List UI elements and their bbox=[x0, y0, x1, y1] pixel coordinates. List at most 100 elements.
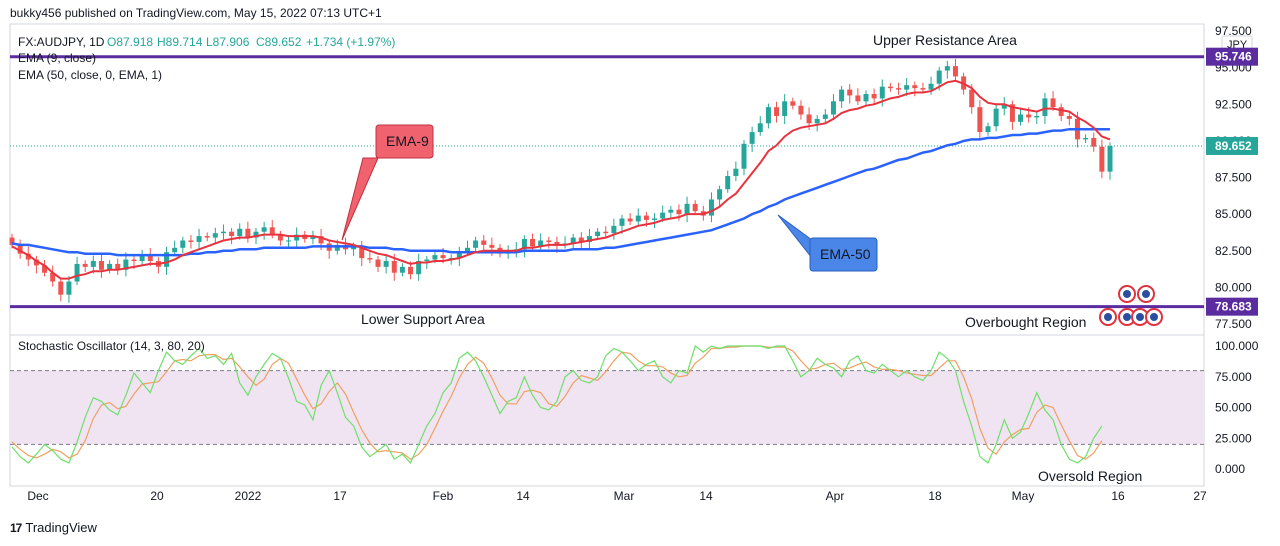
candle-body bbox=[847, 89, 853, 96]
candle-body bbox=[17, 244, 23, 254]
candle-body bbox=[993, 108, 999, 127]
oscillator-tick-label: 25.000 bbox=[1215, 431, 1252, 445]
price-tick-label: 82.500 bbox=[1215, 244, 1252, 258]
oscillator-tick-label: 0.000 bbox=[1215, 462, 1245, 476]
candle-body bbox=[115, 263, 121, 270]
candle-body bbox=[952, 66, 958, 77]
candle-body bbox=[912, 85, 918, 89]
candle-body bbox=[334, 244, 340, 251]
candle-body bbox=[879, 86, 885, 99]
candle-body bbox=[676, 209, 682, 215]
oscillator-tick-label: 75.000 bbox=[1215, 370, 1252, 384]
time-tick-label: Feb bbox=[433, 489, 454, 503]
candle-body bbox=[74, 263, 80, 282]
candle-body bbox=[253, 231, 259, 238]
time-tick-label: 14 bbox=[699, 489, 713, 503]
time-tick-label: Dec bbox=[27, 489, 48, 503]
time-tick-label: Apr bbox=[826, 489, 845, 503]
candle-body bbox=[123, 259, 129, 270]
candle-body bbox=[286, 240, 292, 242]
candle-body bbox=[456, 252, 462, 259]
candle-body bbox=[985, 126, 991, 133]
publisher-line: bukky456 published on TradingView.com, M… bbox=[10, 6, 382, 20]
event-marker-flag bbox=[1136, 313, 1144, 321]
candle-body bbox=[920, 88, 926, 90]
candle-body bbox=[1058, 107, 1064, 116]
time-tick-label: 14 bbox=[516, 489, 530, 503]
support-price-tag-bg bbox=[1206, 297, 1258, 316]
candle-body bbox=[717, 189, 723, 200]
candle-body bbox=[318, 236, 324, 244]
time-tick-label: 16 bbox=[1111, 489, 1125, 503]
candle-body bbox=[58, 281, 64, 295]
candle-body bbox=[660, 212, 666, 219]
candle-body bbox=[375, 259, 381, 267]
candle-body bbox=[530, 239, 536, 247]
stochastic-band bbox=[10, 370, 1204, 445]
candle-body bbox=[432, 255, 438, 260]
candle-body bbox=[684, 203, 690, 215]
candle-body bbox=[554, 241, 560, 245]
candle-body bbox=[521, 239, 527, 250]
tradingview-brand-label: TradingView bbox=[25, 520, 97, 535]
candle-body bbox=[896, 88, 902, 90]
tradingview-brand[interactable]: 17 TradingView bbox=[10, 520, 97, 535]
candle-body bbox=[367, 258, 373, 260]
time-tick-label: 27 bbox=[1193, 489, 1207, 503]
candle-body bbox=[790, 101, 796, 106]
candle-body bbox=[668, 209, 674, 213]
candle-body bbox=[578, 237, 584, 242]
candle-body bbox=[546, 240, 552, 242]
candle-body bbox=[351, 246, 357, 250]
candle-body bbox=[839, 89, 845, 102]
candle-body bbox=[603, 231, 609, 234]
candle-body bbox=[969, 89, 975, 108]
candle-body bbox=[774, 107, 780, 116]
candle-body bbox=[635, 215, 641, 222]
resistance-price-tag-bg bbox=[1206, 47, 1258, 66]
candle-body bbox=[90, 261, 96, 267]
candle-body bbox=[977, 107, 983, 133]
candle-body bbox=[871, 93, 877, 99]
candle-body bbox=[1034, 115, 1040, 118]
candle-body bbox=[139, 255, 145, 262]
candle-body bbox=[814, 118, 820, 124]
time-tick-label: 18 bbox=[928, 489, 942, 503]
candle-body bbox=[652, 218, 658, 220]
candle-body bbox=[1026, 114, 1032, 118]
ema50-callout-label: EMA-50 bbox=[820, 246, 871, 262]
ema50-callout-pointer bbox=[777, 214, 813, 260]
candle-body bbox=[733, 168, 739, 177]
candle-body bbox=[220, 231, 226, 234]
candle-body bbox=[944, 66, 950, 71]
candle-body bbox=[98, 261, 104, 270]
candle-body bbox=[464, 247, 470, 253]
price-tick-label: 92.500 bbox=[1215, 97, 1252, 111]
candle-body bbox=[245, 228, 251, 238]
ema50-line bbox=[11, 127, 1110, 257]
price-tick-label: 97.500 bbox=[1215, 24, 1252, 38]
stochastic-d-line bbox=[11, 345, 1103, 460]
candle-body bbox=[107, 263, 113, 270]
candle-body bbox=[570, 237, 576, 244]
ema9-callout-box bbox=[375, 124, 434, 159]
candle-body bbox=[1009, 104, 1015, 122]
candle-body bbox=[481, 240, 487, 245]
candle-body bbox=[595, 231, 601, 237]
candle-body bbox=[1050, 98, 1056, 108]
candle-body bbox=[440, 255, 446, 259]
candle-body bbox=[25, 253, 31, 260]
candle-body bbox=[204, 236, 210, 238]
candle-body bbox=[1066, 115, 1072, 119]
candle-body bbox=[1083, 137, 1089, 140]
resistance-price-tag: 95.746 bbox=[1215, 50, 1252, 64]
stochastic-k-line bbox=[11, 345, 1103, 464]
last-price-tag: 89.652 bbox=[1215, 139, 1252, 153]
time-tick-label: May bbox=[1012, 489, 1035, 503]
candle-body bbox=[9, 237, 15, 245]
candle-body bbox=[42, 265, 48, 273]
candle-body bbox=[33, 259, 39, 266]
candle-body bbox=[1042, 98, 1048, 116]
oscillator-tick-label: 50.000 bbox=[1215, 401, 1252, 415]
